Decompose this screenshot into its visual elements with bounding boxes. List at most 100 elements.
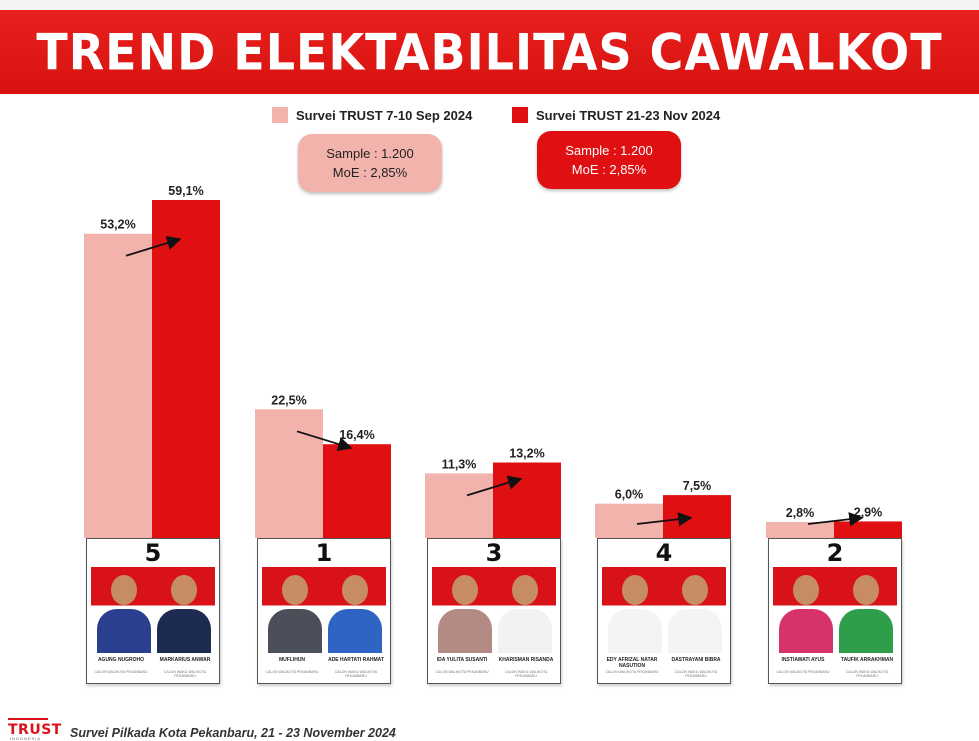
footer-caption: Survei Pilkada Kota Pekanbaru, 21 - 23 N… bbox=[70, 726, 396, 740]
candidate-photo bbox=[602, 567, 726, 653]
outfit-1 bbox=[779, 609, 833, 653]
data-label-nov-1: 16,4% bbox=[339, 428, 374, 442]
candidate-role-vice: CALON WAKIL WALIKOTA PEKANBARU bbox=[674, 670, 718, 678]
data-label-sep-1: 22,5% bbox=[271, 393, 306, 407]
candidate-figure-1 bbox=[268, 571, 322, 653]
candidate-role-mayor: CALON WALIKOTA PEKANBARU bbox=[435, 670, 489, 674]
candidate-figure-2 bbox=[157, 571, 211, 653]
sample-size-nov: Sample : 1.200 bbox=[565, 143, 653, 158]
trend-arrow-1 bbox=[296, 430, 353, 452]
trend-arrow-2 bbox=[807, 512, 864, 527]
candidate-role-vice: CALON WAKIL WALIKOTA PEKANBARU bbox=[334, 670, 378, 678]
legend-swatch-nov bbox=[512, 107, 528, 123]
outfit-1 bbox=[268, 609, 322, 653]
data-label-sep-4: 6,0% bbox=[615, 488, 644, 502]
candidate-role-mayor: CALON WALIKOTA PEKANBARU bbox=[94, 670, 148, 674]
legend-item-nov: Survei TRUST 21-23 Nov 2024 bbox=[512, 104, 720, 126]
candidate-number: 4 bbox=[655, 539, 673, 567]
candidate-photo bbox=[262, 567, 386, 653]
outfit-1 bbox=[97, 609, 151, 653]
outfit-2 bbox=[328, 609, 382, 653]
legend-label-sep: Survei TRUST 7-10 Sep 2024 bbox=[296, 107, 473, 123]
bar-nov-2 bbox=[834, 521, 902, 538]
face-1 bbox=[793, 575, 819, 605]
data-label-nov-5: 59,1% bbox=[168, 184, 203, 198]
candidate-figure-2 bbox=[328, 571, 382, 653]
data-label-sep-3: 11,3% bbox=[442, 457, 477, 471]
outfit-1 bbox=[438, 609, 492, 653]
sample-box-nov: Sample : 1.200 MoE : 2,85% bbox=[537, 131, 681, 189]
face-2 bbox=[342, 575, 368, 605]
face-1 bbox=[282, 575, 308, 605]
data-label-nov-3: 13,2% bbox=[509, 447, 544, 461]
legend-swatch-sep bbox=[272, 107, 288, 123]
bar-sep-4 bbox=[595, 503, 663, 538]
outfit-1 bbox=[608, 609, 662, 653]
candidate-card-1: 1 MUFLIHUN CALON WALIKOTA PEKANBARU ADE HAR… bbox=[257, 538, 391, 684]
bar-nov-5 bbox=[152, 200, 220, 538]
bar-nov-4 bbox=[663, 495, 731, 538]
candidate-name-mayor: INSTIAWATI AYUS bbox=[781, 657, 825, 663]
candidate-photo bbox=[773, 567, 897, 653]
candidate-figure-2 bbox=[498, 571, 552, 653]
candidate-name-vice: TAUFIK ARRAKHMAN bbox=[840, 657, 894, 663]
outfit-2 bbox=[668, 609, 722, 653]
candidate-name-mayor: IDA YULITA SUSANTI bbox=[436, 657, 488, 663]
candidate-number: 5 bbox=[144, 539, 162, 567]
face-2 bbox=[853, 575, 879, 605]
candidate-photo bbox=[432, 567, 556, 653]
candidate-role-mayor: CALON WALIKOTA PEKANBARU bbox=[265, 670, 319, 674]
sample-size-sep: Sample : 1.200 bbox=[326, 146, 414, 161]
face-2 bbox=[682, 575, 708, 605]
candidate-name-mayor: AGUNG NUGROHO bbox=[97, 657, 145, 663]
candidate-name-vice: MARKARIUS ANWAR bbox=[159, 657, 211, 663]
bar-sep-3 bbox=[425, 473, 493, 538]
candidate-figure-1 bbox=[779, 571, 833, 653]
bar-nov-3 bbox=[493, 462, 561, 538]
sample-box-sep: Sample : 1.200 MoE : 2,85% bbox=[298, 134, 442, 192]
outfit-2 bbox=[839, 609, 893, 653]
trend-arrow-3 bbox=[466, 475, 523, 497]
moe-nov: MoE : 2,85% bbox=[571, 162, 647, 177]
candidate-figure-1 bbox=[438, 571, 492, 653]
candidate-number: 1 bbox=[315, 539, 333, 567]
candidate-name-mayor: EDY AFRIZAL NATAR NASUTION bbox=[606, 657, 658, 669]
candidate-name-vice: KHARISMAN RISANDA bbox=[498, 657, 554, 663]
candidate-number: 2 bbox=[826, 539, 844, 567]
candidate-name-vice: ADE HARTATI RAHMAT bbox=[328, 657, 384, 663]
candidate-name-mayor: MUFLIHUN bbox=[278, 657, 306, 663]
candidate-number: 3 bbox=[485, 539, 503, 567]
candidate-card-5: 5 AGUNG NUGROHO CALON WALIKOTA PEKANBARU MA… bbox=[86, 538, 220, 684]
candidate-role-mayor: CALON WALIKOTA PEKANBARU bbox=[605, 670, 659, 674]
trend-arrow-5 bbox=[125, 236, 182, 257]
face-2 bbox=[171, 575, 197, 605]
candidate-role-vice: CALON WAKIL WALIKOTA PEKANBARU bbox=[845, 670, 889, 678]
candidate-role-vice: CALON WAKIL WALIKOTA PEKANBARU bbox=[504, 670, 548, 678]
legend-item-sep: Survei TRUST 7-10 Sep 2024 bbox=[272, 104, 472, 126]
bar-sep-2 bbox=[766, 521, 834, 538]
legend-label-nov: Survei TRUST 21-23 Nov 2024 bbox=[536, 107, 721, 123]
face-1 bbox=[111, 575, 137, 605]
outfit-2 bbox=[498, 609, 552, 653]
bar-nov-1 bbox=[323, 444, 391, 538]
footer-rule bbox=[8, 718, 48, 720]
bar-sep-5 bbox=[84, 233, 152, 539]
candidate-photo bbox=[91, 567, 215, 653]
data-label-nov-2: 2,9% bbox=[854, 505, 883, 519]
candidate-figure-1 bbox=[608, 571, 662, 653]
outfit-2 bbox=[157, 609, 211, 653]
trend-arrow-4 bbox=[636, 512, 693, 527]
candidate-card-3: 3 IDA YULITA SUSANTI CALON WALIKOTA PEKANB… bbox=[427, 538, 561, 684]
data-label-sep-5: 53,2% bbox=[100, 218, 135, 232]
face-2 bbox=[512, 575, 538, 605]
page-title: TREND ELEKTABILITAS CAWALKOT bbox=[36, 22, 943, 82]
candidate-card-4: 4 EDY AFRIZAL NATAR NASUTION CALON WALIKOT… bbox=[597, 538, 731, 684]
candidate-role-vice: CALON WAKIL WALIKOTA PEKANBARU bbox=[163, 670, 207, 678]
trust-logo: TRUST bbox=[8, 722, 62, 738]
title-banner: TREND ELEKTABILITAS CAWALKOT bbox=[0, 10, 979, 94]
candidate-figure-1 bbox=[97, 571, 151, 653]
data-label-sep-2: 2,8% bbox=[786, 506, 815, 520]
top-strip bbox=[0, 0, 979, 10]
data-label-nov-4: 7,5% bbox=[683, 479, 712, 493]
